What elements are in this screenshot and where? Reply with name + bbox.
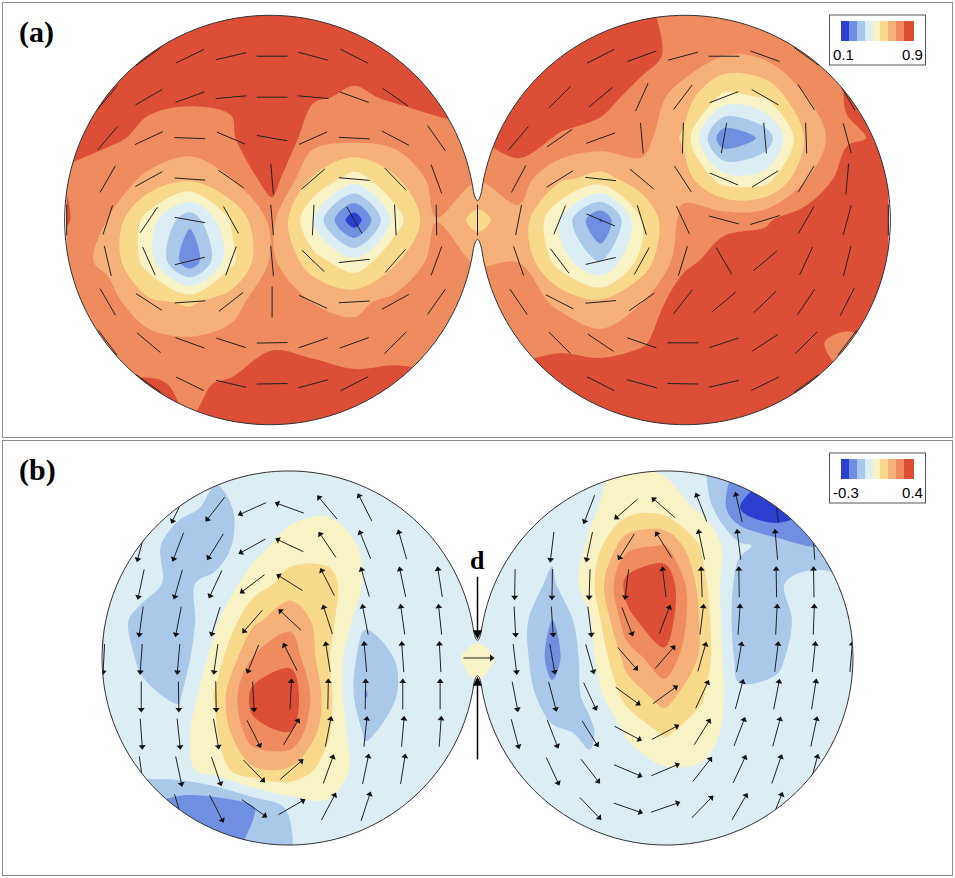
svg-text:0.9: 0.9 <box>902 46 923 63</box>
svg-text:0.4: 0.4 <box>902 484 923 501</box>
svg-text:d: d <box>470 546 485 575</box>
svg-text:(a): (a) <box>19 15 54 49</box>
svg-text:0.1: 0.1 <box>833 46 854 63</box>
svg-text:-0.3: -0.3 <box>833 484 859 501</box>
svg-text:(b): (b) <box>19 453 56 487</box>
